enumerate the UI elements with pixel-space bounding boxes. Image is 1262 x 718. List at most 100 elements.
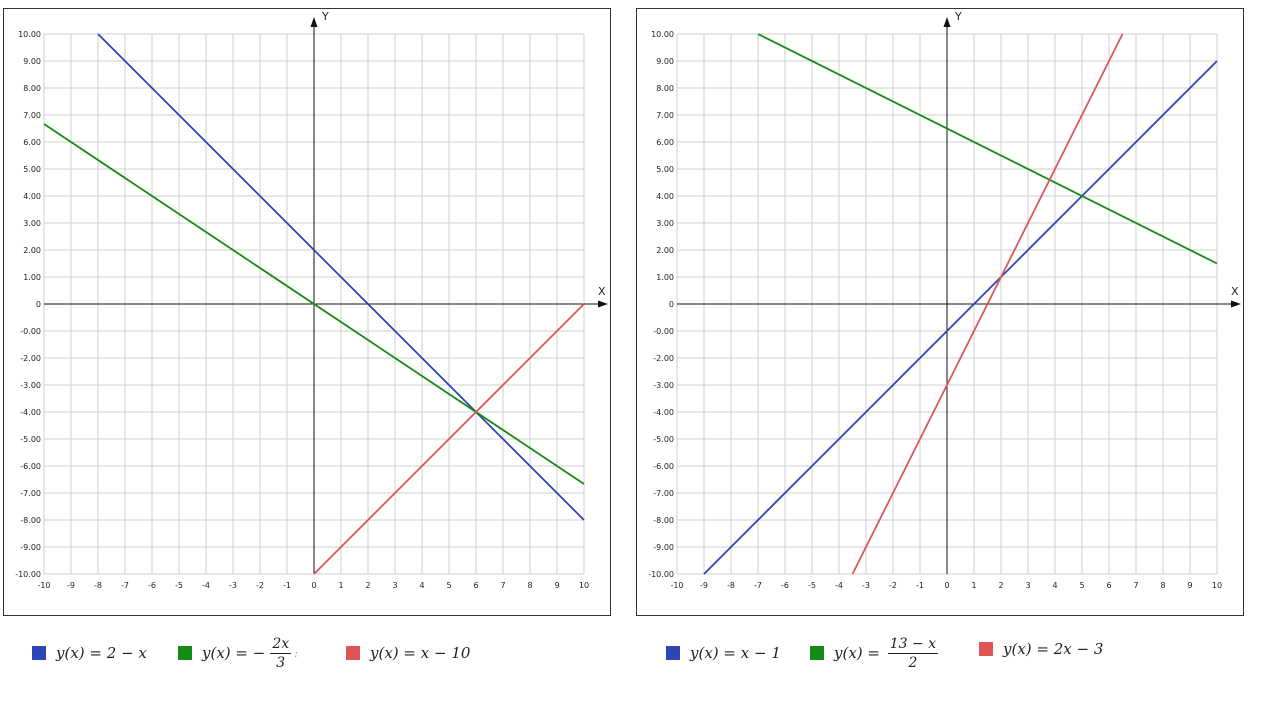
right-y-tick-label: -3.00 [653, 381, 674, 390]
right-x-tick-label: -10 [670, 581, 683, 590]
right-series-line-2 [757, 33, 1218, 265]
left-series-line-2 [43, 123, 585, 485]
left-x-tick-label: 10 [579, 581, 589, 590]
legend-left-entry-3: y(x) = x − 10 [346, 628, 470, 678]
formula-lhs: y(x) = [370, 644, 416, 662]
right-x-tick-label: -8 [727, 581, 735, 590]
right-y-tick-label: -4.00 [653, 408, 674, 417]
chart-right-panel: X Y -10 -9 -8 -7 -6 -5 -4 -3 -2 -1 0 1 2 3 4 5 6 7 8 9 10 10.00… [636, 8, 1244, 616]
right-x-tick-label: -1 [916, 581, 924, 590]
right-x-tick-label: 4 [1052, 581, 1057, 590]
right-x-tick-label: 8 [1160, 581, 1165, 590]
left-y-tick-label: 9.00 [23, 57, 41, 66]
legend-right-entry-1: y(x) = x − 1 [666, 628, 781, 678]
right-series-line-1 [703, 60, 1218, 575]
right-x-tick-label: 2 [998, 581, 1003, 590]
legend-right-entry-3: y(x) = 2x − 3 [979, 624, 1103, 674]
left-y-tick-label: 2.00 [23, 246, 41, 255]
formula-lhs: y(x) = [202, 644, 248, 662]
right-x-tick-label: 10 [1212, 581, 1222, 590]
left-series-line-3 [313, 303, 585, 575]
right-y-tick-label: -2.00 [653, 354, 674, 363]
left-y-tick-label: -3.00 [20, 381, 41, 390]
left-y-tick-label: 10.00 [18, 30, 41, 39]
left-y-tick-label: -0.00 [20, 327, 41, 336]
right-y-tick-label: 7.00 [656, 111, 674, 120]
left-x-tick-label: -3 [229, 581, 237, 590]
left-x-tick-label: 5 [446, 581, 451, 590]
right-y-tick-label: 3.00 [656, 219, 674, 228]
right-y-tick-label: 6.00 [656, 138, 674, 147]
right-x-tick-label: -7 [754, 581, 762, 590]
formula-rhs: x − 10 [420, 644, 471, 662]
legend-formula: y(x) = 2 − x [56, 644, 147, 662]
formula-tail: : [294, 646, 298, 660]
left-y-tick-label: -5.00 [20, 435, 41, 444]
right-x-tick-label: 7 [1133, 581, 1138, 590]
legend-swatch [810, 646, 824, 660]
chart-left-panel: X Y -10 -9 -8 -7 -6 -5 -4 -3 -2 -1 0 1 2 3 4 5 6 7 8 9 10 10.00… [3, 8, 611, 616]
legend-formula: y(x) = x − 10 [370, 644, 470, 662]
right-y-tick-label: -7.00 [653, 489, 674, 498]
right-y-tick-label: 8.00 [656, 84, 674, 93]
legend-swatch [178, 646, 192, 660]
left-x-tick-label: 8 [527, 581, 532, 590]
right-x-tick-label: -2 [889, 581, 897, 590]
left-y-tick-label: -8.00 [20, 516, 41, 525]
formula-lhs: y(x) = [1003, 640, 1049, 658]
right-y-axis-arrow [943, 17, 951, 27]
left-x-tick-label: 0 [311, 581, 316, 590]
right-y-tick-label: 10.00 [651, 30, 674, 39]
right-x-tick-label: 6 [1106, 581, 1111, 590]
left-y-tick-label: -4.00 [20, 408, 41, 417]
right-x-tick-label: -6 [781, 581, 789, 590]
left-y-tick-label: 5.00 [23, 165, 41, 174]
right-x-tick-label: 1 [971, 581, 976, 590]
right-y-tick-label: 2.00 [656, 246, 674, 255]
legend-formula: y(x) = 2x − 3 [1003, 640, 1103, 658]
right-y-tick-label: -9.00 [653, 543, 674, 552]
left-y-axis-label: Y [321, 10, 329, 23]
right-x-tick-label: 9 [1187, 581, 1192, 590]
left-x-tick-label: -6 [148, 581, 156, 590]
right-x-tick-label: -5 [808, 581, 816, 590]
right-y-axis-label: Y [954, 10, 962, 23]
chart-right-svg: XY-10 -9 -8 -7 -6 -5 -4 -3 -2 -1 0 1 2 3 4 5 6 7 8 9 1010.00… [648, 10, 1241, 590]
right-x-tick-label: -4 [835, 581, 843, 590]
fraction-numerator: 2x [270, 635, 292, 654]
left-y-tick-label: -6.00 [20, 462, 41, 471]
left-x-tick-label: 4 [419, 581, 424, 590]
left-x-tick-label: -8 [94, 581, 102, 590]
left-x-tick-label: 1 [338, 581, 343, 590]
legend-swatch [979, 642, 993, 656]
left-y-tick-label: 3.00 [23, 219, 41, 228]
fraction-numerator: 13 − x [887, 635, 939, 654]
left-y-tick-label: -7.00 [20, 489, 41, 498]
right-y-tick-label: 4.00 [656, 192, 674, 201]
left-x-axis-label: X [598, 285, 606, 298]
right-x-tick-label: -9 [700, 581, 708, 590]
left-x-axis-arrow [598, 300, 608, 308]
right-series-line-3 [851, 33, 1124, 575]
right-y-tick-label: 9.00 [656, 57, 674, 66]
right-y-tick-label: -5.00 [653, 435, 674, 444]
legend-formula: y(x) = −2x 3: [202, 635, 298, 672]
left-x-tick-label: -1 [283, 581, 291, 590]
legend-left: y(x) = 2 − x y(x) = −2x 3: y(x) = x − 10 [32, 628, 652, 678]
formula-rhs: x − 1 [740, 644, 781, 662]
right-y-tick-label: 5.00 [656, 165, 674, 174]
right-x-tick-label: 3 [1025, 581, 1030, 590]
right-y-tick-label: 1.00 [656, 273, 674, 282]
left-x-tick-label: 6 [473, 581, 478, 590]
legend-swatch [32, 646, 46, 660]
left-x-tick-label: -5 [175, 581, 183, 590]
right-x-axis-label: X [1231, 285, 1239, 298]
right-x-tick-label: 5 [1079, 581, 1084, 590]
left-y-tick-label: 0 [36, 300, 41, 309]
left-y-axis-arrow [310, 17, 318, 27]
left-y-tick-label: 4.00 [23, 192, 41, 201]
right-y-tick-label: 0 [669, 300, 674, 309]
